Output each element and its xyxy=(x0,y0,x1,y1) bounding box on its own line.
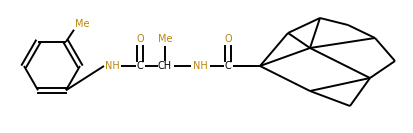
Text: O: O xyxy=(136,34,144,44)
Text: Me: Me xyxy=(158,34,172,44)
Text: Me: Me xyxy=(75,19,89,29)
Text: C: C xyxy=(225,61,231,71)
Text: O: O xyxy=(224,34,232,44)
Text: C: C xyxy=(137,61,143,71)
Text: NH: NH xyxy=(192,61,207,71)
Text: CH: CH xyxy=(158,61,172,71)
Text: NH: NH xyxy=(104,61,119,71)
